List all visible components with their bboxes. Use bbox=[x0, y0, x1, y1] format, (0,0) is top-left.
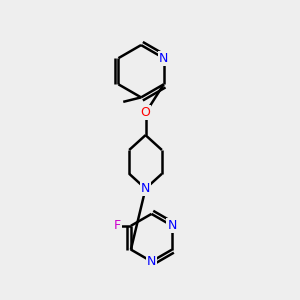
Text: F: F bbox=[114, 219, 121, 232]
Text: N: N bbox=[159, 52, 168, 65]
Text: N: N bbox=[167, 219, 177, 232]
Text: N: N bbox=[147, 255, 156, 268]
Text: N: N bbox=[141, 182, 150, 195]
Text: O: O bbox=[141, 106, 151, 119]
